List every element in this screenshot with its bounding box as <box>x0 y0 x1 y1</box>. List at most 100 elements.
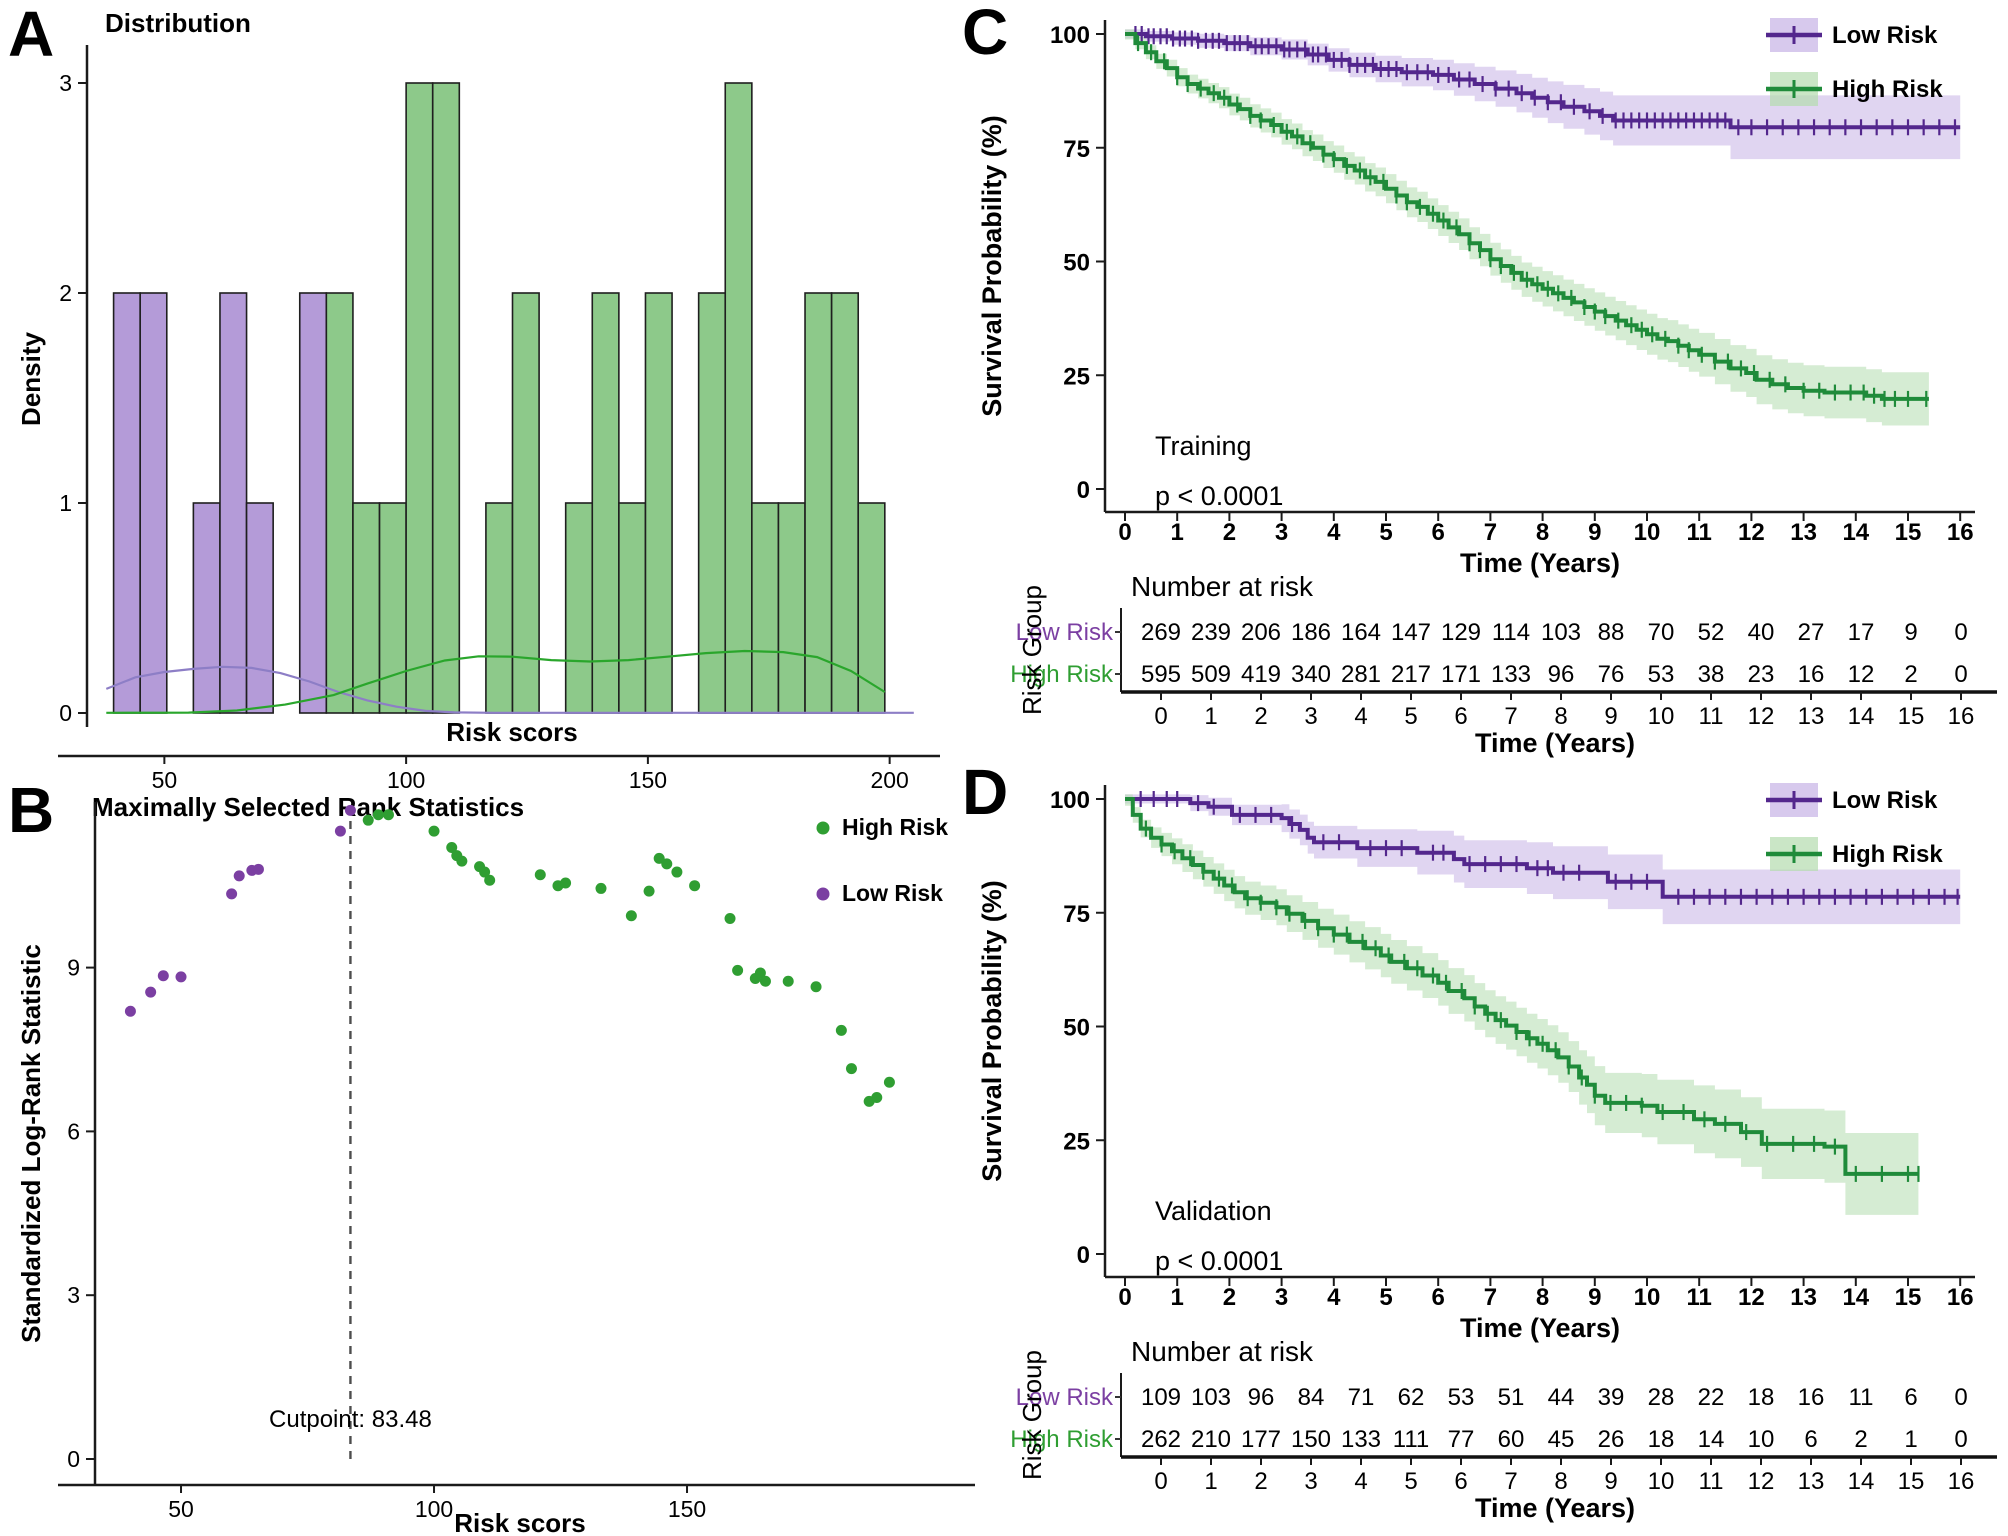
svg-text:10: 10 <box>1648 1468 1675 1495</box>
svg-text:2: 2 <box>1254 1468 1267 1495</box>
svg-text:16: 16 <box>1798 661 1825 688</box>
survival-curves <box>1125 791 1961 1182</box>
svg-text:26: 26 <box>1598 1426 1625 1453</box>
svg-text:22: 22 <box>1698 1384 1725 1411</box>
svg-text:16: 16 <box>1948 1468 1975 1495</box>
svg-text:70: 70 <box>1648 619 1675 646</box>
svg-text:14: 14 <box>1848 1468 1875 1495</box>
survival-curves <box>1125 26 1961 407</box>
svg-text:23: 23 <box>1748 661 1775 688</box>
svg-text:14: 14 <box>1842 519 1869 546</box>
y-axis-title: Standardized Log-Rank Statistic <box>16 944 46 1343</box>
svg-text:53: 53 <box>1648 661 1675 688</box>
svg-text:1: 1 <box>1904 1426 1917 1453</box>
svg-text:177: 177 <box>1241 1426 1281 1453</box>
svg-text:18: 18 <box>1648 1426 1675 1453</box>
svg-text:12: 12 <box>1738 1284 1765 1311</box>
svg-text:53: 53 <box>1448 1384 1475 1411</box>
x-axis-title: Time (Years) <box>1460 548 1620 578</box>
svg-text:44: 44 <box>1548 1384 1575 1411</box>
svg-text:2: 2 <box>1254 703 1267 730</box>
svg-text:51: 51 <box>1498 1384 1525 1411</box>
svg-text:3: 3 <box>1304 1468 1317 1495</box>
x-axis-title: Risk scors <box>446 717 578 747</box>
legend: Low Risk High Risk <box>1766 18 1943 106</box>
svg-text:15: 15 <box>1898 703 1925 730</box>
svg-text:76: 76 <box>1598 661 1625 688</box>
svg-text:4: 4 <box>1354 1468 1367 1495</box>
svg-text:High Risk: High Risk <box>842 814 948 840</box>
risk-table-x-axis-title: Time (Years) <box>1475 1493 1635 1523</box>
svg-text:2: 2 <box>59 280 72 306</box>
svg-text:15: 15 <box>1895 519 1922 546</box>
high-risk-censor-ticks <box>1136 35 1928 407</box>
svg-text:10: 10 <box>1634 519 1661 546</box>
cutpoint-line: Cutpoint: 83.48 <box>269 814 432 1459</box>
svg-text:0: 0 <box>1954 661 1967 688</box>
svg-text:217: 217 <box>1391 661 1431 688</box>
svg-text:15: 15 <box>1898 1468 1925 1495</box>
svg-text:28: 28 <box>1648 1384 1675 1411</box>
svg-text:595: 595 <box>1141 661 1181 688</box>
svg-text:6: 6 <box>1804 1426 1817 1453</box>
dataset-annotation: Validation <box>1155 1196 1272 1226</box>
svg-text:340: 340 <box>1291 661 1331 688</box>
chart-title: Maximally Selected Rank Statistics <box>92 792 524 822</box>
svg-text:0: 0 <box>59 700 72 726</box>
svg-text:3: 3 <box>59 70 72 96</box>
high-risk-confidence-band <box>1125 29 1929 427</box>
histogram-bars <box>112 82 886 714</box>
svg-text:18: 18 <box>1748 1384 1775 1411</box>
svg-text:109: 109 <box>1141 1384 1181 1411</box>
svg-text:38: 38 <box>1698 661 1725 688</box>
svg-text:10: 10 <box>1634 1284 1661 1311</box>
svg-text:12: 12 <box>1748 703 1775 730</box>
svg-text:281: 281 <box>1341 661 1381 688</box>
x-axis-title: Time (Years) <box>1460 1313 1620 1343</box>
annotations: Validation p < 0.0001 <box>1155 1196 1283 1276</box>
svg-text:9: 9 <box>1588 1284 1601 1311</box>
svg-text:11: 11 <box>1699 703 1724 730</box>
high-risk-censor-ticks <box>1144 820 1920 1182</box>
risk-table-x-axis-title: Time (Years) <box>1475 728 1635 758</box>
risk-table-row-label: Low Risk <box>1016 1384 1114 1411</box>
svg-text:262: 262 <box>1141 1426 1181 1453</box>
svg-text:16: 16 <box>1947 1284 1974 1311</box>
high-risk-survival-curve <box>1125 797 1919 1176</box>
svg-text:239: 239 <box>1191 619 1231 646</box>
svg-text:133: 133 <box>1491 661 1531 688</box>
svg-text:9: 9 <box>1904 619 1917 646</box>
high-risk-density <box>106 649 886 714</box>
y-axis-title: Survival Probability (%) <box>977 115 1007 417</box>
svg-text:14: 14 <box>1698 1426 1725 1453</box>
svg-text:6: 6 <box>1454 703 1467 730</box>
svg-text:16: 16 <box>1948 703 1975 730</box>
x-axis: 50 100 150 Risk scors <box>58 1483 975 1536</box>
panel-label-d: D <box>962 756 1008 828</box>
svg-text:0: 0 <box>1954 1384 1967 1411</box>
svg-text:0: 0 <box>1077 1242 1090 1269</box>
high-risk-confidence-band <box>1125 794 1919 1215</box>
svg-text:103: 103 <box>1191 1384 1231 1411</box>
svg-text:Low Risk: Low Risk <box>842 880 943 906</box>
svg-text:1: 1 <box>59 490 72 516</box>
svg-text:1: 1 <box>1171 519 1184 546</box>
risk-table-y-axis-title: Risk Group <box>1017 585 1047 715</box>
svg-text:7: 7 <box>1484 519 1497 546</box>
svg-text:9: 9 <box>1588 519 1601 546</box>
svg-text:6: 6 <box>1432 1284 1445 1311</box>
panel-label-b: B <box>8 774 54 846</box>
svg-text:111: 111 <box>1393 1426 1429 1453</box>
panel-label-c: C <box>962 0 1008 68</box>
svg-text:12: 12 <box>1848 661 1875 688</box>
p-value: p < 0.0001 <box>1155 481 1283 511</box>
svg-text:6: 6 <box>67 1118 80 1144</box>
svg-text:16: 16 <box>1798 1384 1825 1411</box>
risk-table-title: Number at risk <box>1131 571 1314 602</box>
svg-text:509: 509 <box>1191 661 1231 688</box>
svg-text:25: 25 <box>1063 363 1090 390</box>
svg-text:62: 62 <box>1398 1384 1425 1411</box>
